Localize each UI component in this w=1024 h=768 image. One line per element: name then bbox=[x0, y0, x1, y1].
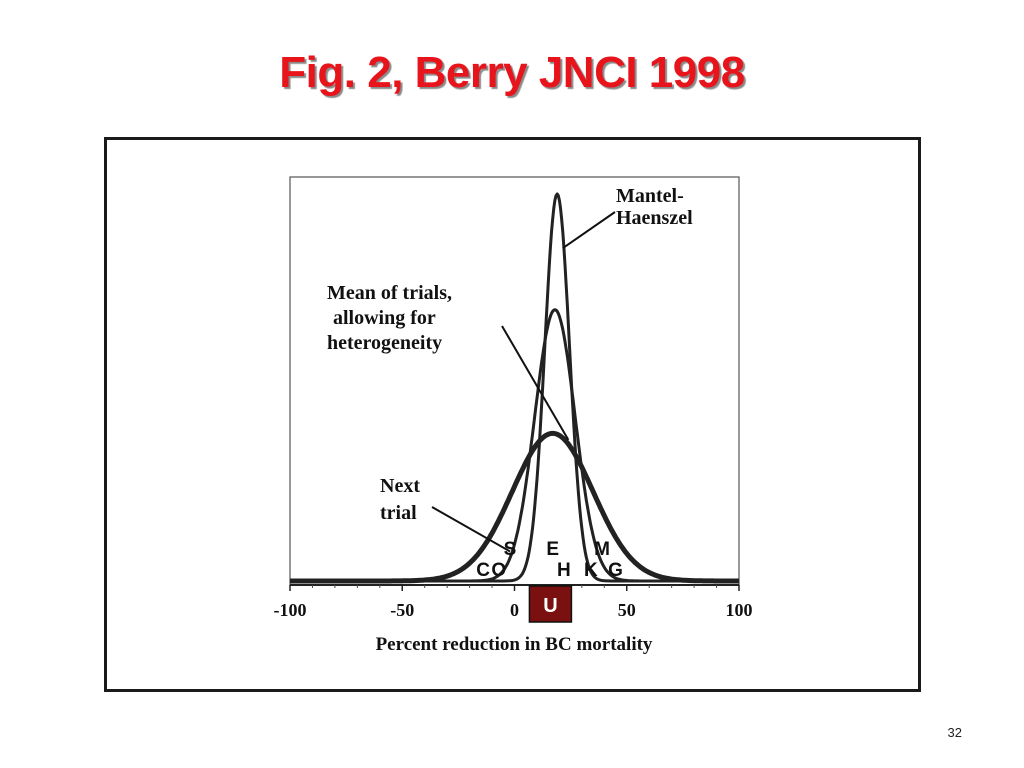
annotation-line: Mean of trials, bbox=[327, 282, 452, 304]
trial-label: H bbox=[557, 560, 571, 581]
annotation-line: trial bbox=[380, 502, 417, 524]
x-axis-label: Percent reduction in BC mortality bbox=[376, 634, 653, 655]
annotation-mh: Mantel-Haenszel bbox=[616, 185, 693, 229]
annotation-leader-mh bbox=[562, 211, 616, 249]
series-curve-1 bbox=[289, 192, 740, 583]
series-curve-3 bbox=[288, 430, 741, 584]
x-tick-label: -100 bbox=[274, 600, 307, 620]
x-tick-label: 50 bbox=[618, 600, 636, 620]
plot-border bbox=[289, 176, 740, 586]
annotation-line: allowing for bbox=[333, 307, 436, 329]
annotation-line: Next bbox=[380, 475, 420, 497]
annotation-leader-next bbox=[431, 506, 511, 553]
trial-label: K bbox=[584, 560, 598, 581]
x-tick-label: 100 bbox=[726, 600, 753, 620]
annotation-leader-mean bbox=[501, 325, 570, 441]
x-tick-label: -50 bbox=[390, 600, 414, 620]
trial-label: S bbox=[504, 539, 517, 560]
annotation-line: heterogeneity bbox=[327, 332, 442, 354]
trial-label: M bbox=[594, 539, 610, 560]
annotation-mean: Mean of trials, allowing for heterogeneity bbox=[327, 282, 452, 354]
x-tick-label: 0 bbox=[510, 600, 519, 620]
slide-title: Fig. 2, Berry JNCI 1998 bbox=[279, 48, 745, 97]
annotation-next: Next trial bbox=[380, 475, 420, 524]
annotation-line: Haenszel bbox=[616, 207, 693, 229]
trial-label: O bbox=[491, 560, 506, 581]
page-number: 32 bbox=[947, 725, 962, 740]
chart-svg: -100 -50 0 50 100 SC O EH MK G Mantel-Haenszel Me… bbox=[274, 176, 753, 655]
trial-label: G bbox=[608, 560, 623, 581]
trial-label: E bbox=[546, 539, 559, 560]
annotation-line: Mantel- bbox=[616, 185, 684, 207]
marker-box bbox=[528, 585, 573, 623]
marker-label: U bbox=[543, 595, 557, 617]
trial-label: C bbox=[476, 560, 490, 581]
